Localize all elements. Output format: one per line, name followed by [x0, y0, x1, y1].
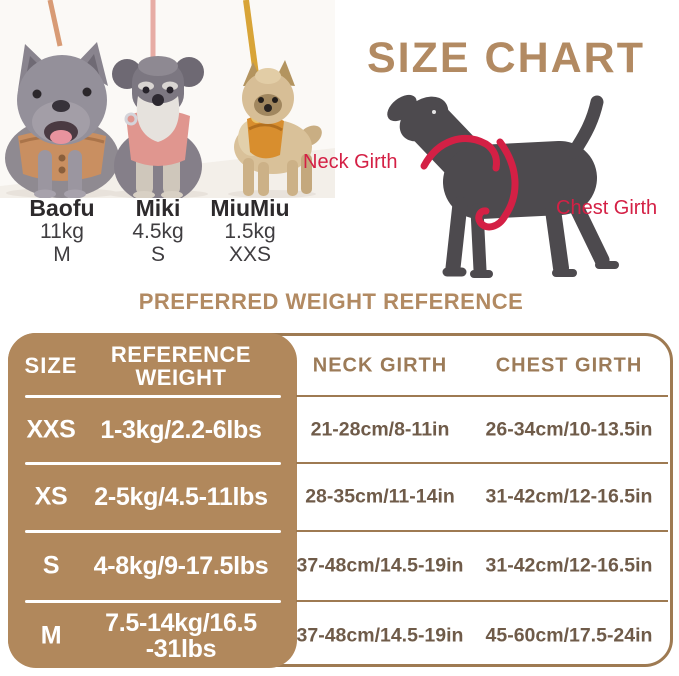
dog-size: S: [150, 243, 165, 266]
row-divider: [296, 462, 668, 464]
neck-girth-cell: 37-48cm/14.5-19in: [296, 554, 464, 577]
row-divider: [296, 600, 668, 602]
size-table: SIZE REFERENCE WEIGHT NECK GIRTH CHEST G…: [7, 332, 673, 668]
dog-measurement-diagram: [387, 94, 619, 278]
page-title: SIZE CHART: [367, 34, 645, 82]
dog-name: MiuMiu: [210, 195, 290, 221]
neck-girth-cell: 37-48cm/14.5-19in: [296, 624, 464, 647]
section-heading: PREFERRED WEIGHT REFERENCE: [138, 289, 524, 314]
dog-weight: 11kg: [40, 220, 84, 243]
dog-weight: 1.5kg: [224, 220, 276, 243]
chest-girth-cell: 26-34cm/10-13.5in: [485, 418, 653, 440]
chest-girth-cell: 31-42cm/12-16.5in: [485, 554, 653, 577]
chest-girth-cell: 45-60cm/17.5-24in: [485, 624, 653, 647]
dog-weight: 4.5kg: [132, 220, 184, 243]
table-row-m: M 7.5-14kg/16.5 -31lbs 37-48cm/14.5-19in…: [11, 601, 670, 671]
neck-girth-cell: 28-35cm/11-14in: [305, 485, 455, 508]
row-divider: [296, 395, 668, 397]
leash-baofu: [47, 0, 63, 47]
dog-name: Miki: [135, 195, 181, 221]
header-size: SIZE: [24, 353, 78, 378]
chest-girth-label: Chest Girth: [556, 197, 658, 219]
header-reference: REFERENCE: [110, 342, 252, 367]
weight-cell: 2-5kg/4.5-11lbs: [94, 483, 268, 511]
neck-girth-label: Neck Girth: [303, 151, 398, 173]
dog-photo-baofu: [5, 0, 119, 198]
weight-cell: 4-8kg/9-17.5lbs: [93, 552, 269, 580]
dog-photo-miki: [108, 0, 208, 198]
table-left-panel: [7, 332, 297, 668]
neck-girth-line: [420, 135, 500, 172]
header-chest-girth: CHEST GIRTH: [495, 354, 643, 377]
size-cell: S: [42, 551, 60, 580]
row-divider: [25, 462, 281, 465]
row-divider: [25, 395, 281, 398]
example-dogs-photo: [0, 0, 335, 198]
dog-photo-miumiu: [228, 0, 322, 198]
size-cell: M: [40, 621, 62, 650]
row-divider: [25, 600, 281, 603]
table-header-row: SIZE REFERENCE WEIGHT NECK GIRTH CHEST G…: [11, 336, 670, 396]
eye: [432, 110, 436, 114]
chest-girth-line: [475, 138, 519, 231]
header-neck-girth: NECK GIRTH: [312, 354, 448, 377]
dog-silhouette: [387, 94, 619, 278]
tail: [567, 95, 604, 159]
header-weight: WEIGHT: [135, 365, 227, 390]
row-divider: [296, 530, 668, 532]
table-row-s: S 4-8kg/9-17.5lbs 37-48cm/14.5-19in 31-4…: [11, 531, 670, 601]
dog-name: Baofu: [29, 195, 95, 221]
chest-girth-cell: 31-42cm/12-16.5in: [485, 485, 653, 508]
weight-cell: 1-3kg/2.2-6lbs: [100, 415, 262, 444]
size-cell: XS: [34, 482, 68, 511]
table-row-xxs: XXS 1-3kg/2.2-6lbs 21-28cm/8-11in 26-34c…: [11, 396, 670, 463]
weight-cell: 7.5-14kg/16.5 -31lbs: [105, 609, 257, 663]
dog-size: XXS: [228, 243, 272, 266]
row-divider: [25, 530, 281, 533]
table-row-xs: XS 2-5kg/4.5-11lbs 28-35cm/11-14in 31-42…: [11, 463, 670, 531]
dog-label-baofu: Baofu 11kg M: [7, 196, 117, 266]
dog-label-miumiu: MiuMiu 1.5kg XXS: [195, 196, 305, 266]
neck-girth-cell: 21-28cm/8-11in: [310, 418, 450, 440]
size-cell: XXS: [26, 415, 76, 443]
dog-label-miki: Miki 4.5kg S: [103, 196, 213, 266]
dog-size: M: [53, 243, 71, 266]
header-reference-weight: REFERENCE WEIGHT: [91, 343, 271, 389]
